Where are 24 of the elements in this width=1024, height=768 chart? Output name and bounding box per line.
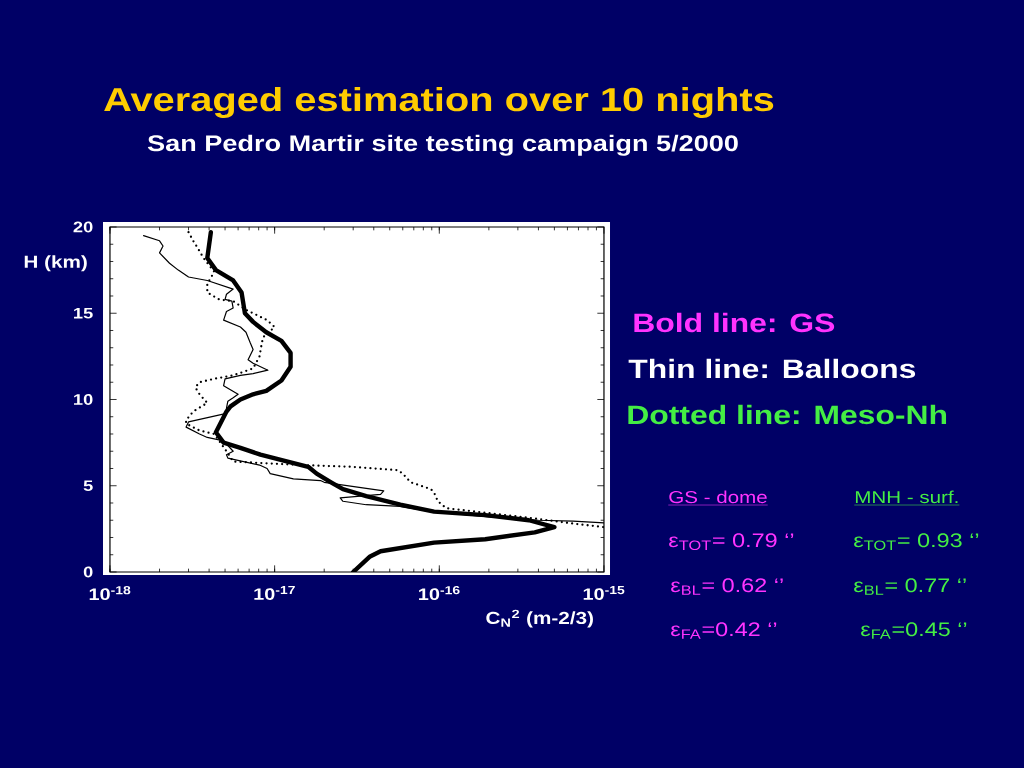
text: ε$_{TOT}$= 0.79 ‘’ bbox=[669, 533, 794, 551]
text: ε$_{BL}$= 0.62 ‘’ bbox=[671, 578, 783, 595]
text: ε$_{FA}$=0.42 ‘’ bbox=[671, 622, 777, 639]
text: ε$_{TOT}$= 0.93 ‘’ bbox=[854, 533, 979, 551]
text: Thin line: Balloons bbox=[628, 358, 916, 379]
y-tick-label: 5 bbox=[83, 480, 93, 492]
x-axis-title: C$_{N}$$^{2}$ (m-2/3) bbox=[486, 609, 593, 628]
chart-title: Averaged estimation over 10 nights bbox=[104, 86, 774, 119]
text: Dotted line: Meso-Nh bbox=[628, 404, 947, 425]
y-axis-title: H (km) bbox=[24, 255, 87, 272]
x-tick-label: 10$^{-15}$ bbox=[583, 586, 625, 600]
x-tick-label: 10$^{-17}$ bbox=[254, 586, 295, 600]
chart-subtitle: San Pedro Martir site testing campaign 5/2000 bbox=[147, 134, 738, 156]
text: ε$_{BL}$= 0.77 ‘’ bbox=[854, 578, 966, 595]
y-tick-label: 0 bbox=[83, 566, 93, 578]
x-tick-label: 10$^{-16}$ bbox=[419, 586, 460, 601]
text: MNH - surf. bbox=[855, 490, 958, 504]
text: Bold line: GS bbox=[634, 312, 835, 333]
y-tick-label: 10 bbox=[74, 394, 93, 405]
y-tick-label: 15 bbox=[74, 307, 93, 319]
x-tick-label: 10$^{-18}$ bbox=[89, 586, 131, 601]
y-tick-label: 20 bbox=[73, 221, 93, 233]
text: GS - dome bbox=[669, 490, 767, 504]
text: ε$_{FA}$=0.45 ‘’ bbox=[861, 622, 967, 639]
